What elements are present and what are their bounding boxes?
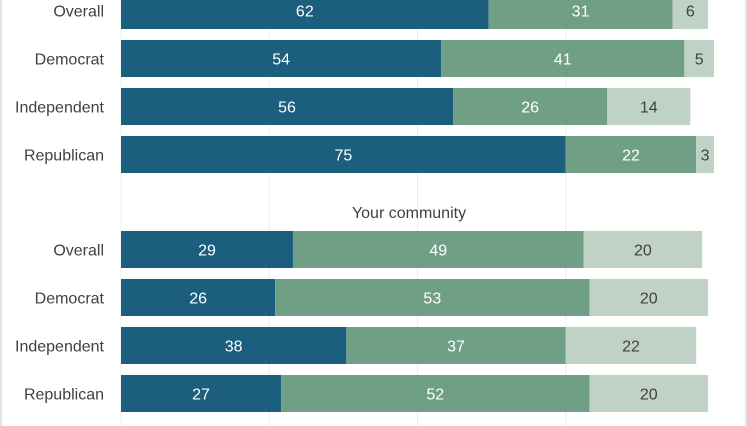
- bars-group: 62 31 6 54 41 5 56 26 14 75 22 3 29 49 20 26 53 20 38 37 22 2…: [121, 0, 714, 412]
- bar-segment: [121, 0, 489, 29]
- category-label: Republican: [24, 387, 104, 404]
- data-label: 20: [640, 291, 658, 308]
- category-label: Overall: [53, 243, 104, 260]
- data-label: 5: [695, 52, 704, 69]
- data-label: 52: [426, 387, 444, 404]
- bar-segment: [121, 40, 442, 77]
- data-label: 37: [447, 339, 465, 356]
- category-label: Republican: [24, 148, 104, 165]
- category-label: Independent: [15, 339, 105, 356]
- category-labels: Overall Democrat Independent Republican Over…: [15, 4, 105, 404]
- data-label: 53: [423, 291, 441, 308]
- data-label: 26: [189, 291, 207, 308]
- bar-segment: [583, 231, 703, 268]
- bar-segment: [121, 375, 282, 412]
- data-label: 29: [198, 243, 216, 260]
- data-label: 14: [640, 100, 658, 117]
- bar-segment: [453, 88, 608, 125]
- category-label: Democrat: [35, 52, 105, 69]
- bar-segment: [565, 136, 697, 173]
- category-label: Democrat: [35, 291, 105, 308]
- data-label: 49: [429, 243, 447, 260]
- data-label: 20: [634, 243, 652, 260]
- category-label: Independent: [15, 100, 105, 117]
- bar-segment: [589, 279, 709, 316]
- bar-segment: [565, 327, 697, 364]
- data-label: 26: [521, 100, 539, 117]
- bar-segment: [121, 136, 566, 173]
- bar-segment: [292, 231, 584, 268]
- bar-segment: [672, 0, 709, 29]
- bar-segment: [346, 327, 566, 364]
- bar-segment: [607, 88, 691, 125]
- bar-segment: [121, 88, 454, 125]
- data-label: 56: [278, 100, 296, 117]
- panel-title-your-community: Your community: [352, 205, 466, 222]
- bar-segment: [121, 327, 347, 364]
- data-label: 22: [622, 339, 640, 356]
- bar-segment: [281, 375, 590, 412]
- bar-segment: [589, 375, 709, 412]
- bar-segment: [441, 40, 685, 77]
- bar-segment: [275, 279, 590, 316]
- data-label: 3: [701, 148, 710, 165]
- data-label: 27: [192, 387, 210, 404]
- data-label: 41: [554, 52, 572, 69]
- data-label: 20: [640, 387, 658, 404]
- category-label: Overall: [53, 4, 104, 21]
- data-label: 54: [272, 52, 290, 69]
- bar-segment: [696, 136, 714, 173]
- data-label: 6: [686, 4, 695, 21]
- bar-segment: [488, 0, 673, 29]
- bar-segment: [684, 40, 714, 77]
- data-label: 38: [225, 339, 243, 356]
- bar-segment: [121, 231, 293, 268]
- data-label: 75: [334, 148, 352, 165]
- data-label: 22: [622, 148, 640, 165]
- data-label: 31: [572, 4, 590, 21]
- data-label: 62: [296, 4, 314, 21]
- bar-segment: [121, 279, 276, 316]
